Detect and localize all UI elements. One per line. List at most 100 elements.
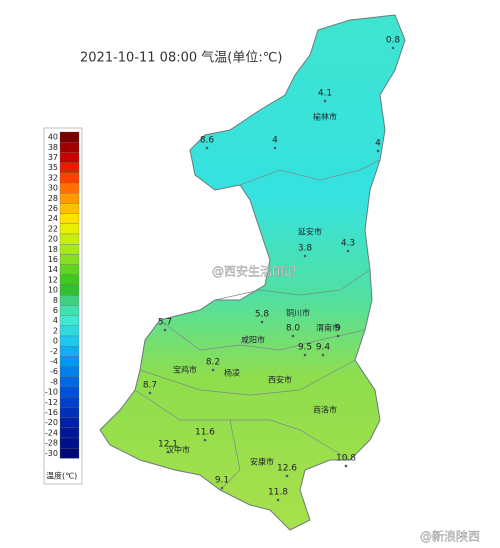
legend-swatch: [59, 244, 80, 255]
legend-swatch: [59, 193, 80, 204]
legend-swatch: [59, 162, 80, 173]
station-value: 4.1: [318, 89, 332, 99]
station-dot: [163, 328, 167, 332]
legend-label: 26: [48, 204, 58, 213]
station-value: 4.3: [341, 239, 355, 249]
legend-swatch: [59, 437, 80, 449]
station-dot: [346, 249, 350, 253]
station-value: 12.6: [277, 464, 297, 474]
legend-label: -20: [45, 418, 58, 427]
legend-swatch: [59, 172, 80, 184]
legend-label: 4: [53, 316, 58, 325]
city-label: 渭南市: [316, 323, 340, 333]
legend-label: 38: [48, 143, 58, 152]
station-value: 9.5: [298, 343, 312, 353]
legend-label: -24: [45, 428, 58, 437]
station-dot: [260, 320, 264, 324]
station-dot: [166, 450, 170, 454]
province-shape: [99, 14, 406, 531]
legend-swatch: [59, 417, 80, 428]
legend-label: 12: [48, 275, 58, 284]
station-value: 4: [375, 139, 381, 149]
station-dot: [321, 353, 325, 357]
city-label: 榆林市: [313, 112, 337, 122]
legend-swatch: [59, 152, 80, 163]
legend-label: -8: [50, 377, 58, 386]
legend-swatch: [59, 386, 80, 398]
legend-label: 24: [48, 214, 58, 223]
map-title: 2021-10-11 08:00 气温(单位:℃): [80, 50, 282, 66]
station-dot: [211, 368, 215, 372]
watermark: @新浪陕西: [420, 529, 480, 544]
city-label: 宝鸡市: [173, 365, 197, 375]
station-value: 8.0: [286, 324, 301, 334]
station-value: 10.8: [336, 454, 356, 464]
station-value: 0.8: [386, 36, 401, 46]
legend-label: 32: [48, 173, 58, 182]
legend-label: 37: [48, 153, 58, 162]
legend-swatch: [59, 264, 80, 275]
station-value: 5.8: [255, 310, 270, 320]
legend-label: 20: [48, 235, 58, 244]
legend-label: -4: [50, 357, 58, 366]
legend-swatch: [59, 131, 80, 143]
legend-swatch: [59, 223, 80, 235]
station-dot: [303, 353, 307, 357]
station-dot: [205, 146, 209, 150]
city-label: 安康市: [250, 457, 274, 467]
legend-label: 40: [48, 133, 58, 142]
legend-label: 0: [53, 337, 58, 346]
legend-label: 6: [53, 306, 58, 315]
station-dot: [273, 146, 277, 150]
legend-swatch: [59, 346, 80, 357]
station-value: 4: [272, 136, 278, 146]
legend-swatch: [59, 335, 80, 347]
legend-label: -16: [45, 408, 58, 417]
watermark: @西安生活印记: [212, 264, 296, 279]
legend-label: -2: [50, 347, 58, 356]
legend-swatch: [59, 356, 80, 367]
station-value: 3.8: [298, 244, 313, 254]
station-dot: [203, 438, 207, 442]
station-value: 9.1: [215, 476, 229, 486]
city-label: 咸阳市: [241, 335, 265, 345]
city-label: 延安市: [298, 227, 322, 237]
station-value: 8.7: [143, 381, 157, 391]
station-value: 12.1: [158, 440, 178, 450]
station-dot: [220, 486, 224, 490]
legend-swatch: [59, 295, 80, 306]
legend-swatch: [59, 182, 80, 194]
legend-swatch: [59, 203, 80, 214]
legend-label: 30: [48, 184, 58, 193]
legend-label: 8: [53, 296, 58, 305]
legend-label: 22: [48, 224, 58, 233]
legend-label: 35: [48, 163, 58, 172]
station-dot: [303, 254, 307, 258]
legend-label: 2: [53, 326, 58, 335]
station-value: 9: [335, 324, 341, 334]
station-value: 8.2: [206, 358, 220, 368]
station-value: 5.7: [158, 318, 172, 328]
station-value: 8.6: [200, 136, 215, 146]
legend-label: -30: [45, 449, 58, 458]
borders: [134, 159, 381, 491]
city-label: 西安市: [268, 375, 292, 385]
legend-swatch: [59, 448, 80, 459]
station-value: 9.4: [316, 343, 331, 353]
legend-swatch: [59, 274, 80, 286]
legend-swatch: [59, 427, 80, 439]
legend-label: 18: [48, 245, 58, 254]
legend-label: -10: [45, 388, 58, 397]
legend-swatch: [59, 284, 80, 296]
city-label: 杨凌: [224, 368, 240, 378]
station-value: 11.8: [268, 488, 288, 498]
legend-label: -6: [50, 367, 58, 376]
station-dot: [344, 464, 348, 468]
legend-swatch: [59, 366, 80, 377]
city-label: 汉中市: [166, 445, 190, 455]
legend-label: -12: [45, 398, 58, 407]
station-dot: [148, 391, 152, 395]
legend-swatch: [59, 397, 80, 408]
legend-unit: 温度(℃): [46, 471, 77, 481]
